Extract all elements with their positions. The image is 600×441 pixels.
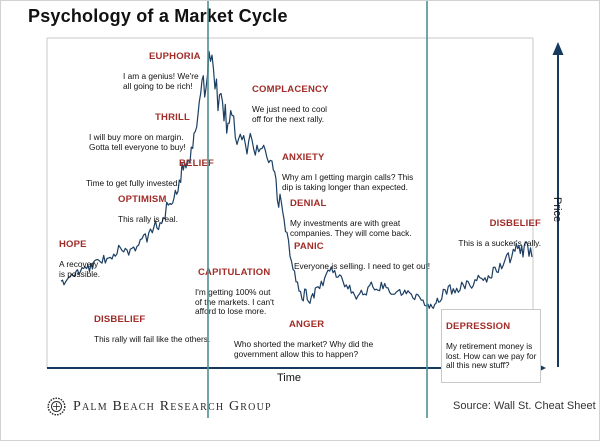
stage-capitulation-quote: I'm getting 100% out of the markets. I c… xyxy=(195,286,275,317)
stage-thrill-heading: THRILL xyxy=(155,111,190,123)
stage-disbelief-late: DISBELIEF This is a sucker's rally. xyxy=(449,209,541,258)
brand-name: Palm Beach Research Group xyxy=(73,398,272,414)
time-axis-label: Time xyxy=(276,372,302,384)
stage-complacency-heading: COMPLACENCY xyxy=(252,83,329,95)
stage-panic: PANIC Everyone is selling. I need to get… xyxy=(294,232,430,281)
stage-panic-quote: Everyone is selling. I need to get out! xyxy=(294,260,431,271)
page-title: Psychology of a Market Cycle xyxy=(28,6,288,26)
stage-belief-quote: Time to get fully invested. xyxy=(86,177,180,188)
stage-optimism-quote: This rally is real. xyxy=(118,213,178,224)
stage-optimism: OPTIMISM This rally is real. xyxy=(118,185,178,234)
stage-capitulation: CAPITULATION I'm getting 100% out of the… xyxy=(195,258,274,326)
source-credit: Source: Wall St. Cheat Sheet xyxy=(453,400,596,412)
stage-thrill-quote: I will buy more on margin. Gotta tell ev… xyxy=(89,131,186,152)
vertical-marker-line-right xyxy=(426,1,428,418)
stage-depression-heading: DEPRESSION xyxy=(446,320,511,332)
stage-disbelief-early: DISBELIEF This rally will fail like the … xyxy=(94,305,210,354)
stage-euphoria-quote: I am a genius! We're all going to be ric… xyxy=(123,70,199,91)
stage-anger-quote: Who shorted the market? Why did the gove… xyxy=(234,338,374,359)
stage-anger: ANGER Who shorted the market? Why did th… xyxy=(234,310,373,369)
stage-complacency: COMPLACENCY We just need to cool off for… xyxy=(252,75,329,134)
stage-belief-heading: BELIEF xyxy=(179,157,214,169)
stage-hope: HOPE A recovery is possible. xyxy=(59,230,100,289)
stage-anxiety-heading: ANXIETY xyxy=(282,151,325,163)
stage-disbelief-early-heading: DISBELIEF xyxy=(94,313,146,325)
stage-depression-quote: My retirement money is lost. How can we … xyxy=(446,340,537,371)
palm-beach-crest-icon xyxy=(47,397,66,416)
stage-disbelief-early-quote: This rally will fail like the others. xyxy=(94,333,211,344)
stage-thrill: THRILL I will buy more on margin. Gotta … xyxy=(89,103,190,162)
stage-euphoria-heading: EUPHORIA xyxy=(149,50,201,62)
stage-hope-heading: HOPE xyxy=(59,238,87,250)
stage-euphoria: EUPHORIA I am a genius! We're all going … xyxy=(123,42,201,101)
brand: Palm Beach Research Group xyxy=(47,397,272,416)
stage-optimism-heading: OPTIMISM xyxy=(118,193,167,205)
stage-disbelief-late-heading: DISBELIEF xyxy=(489,217,541,229)
stage-complacency-quote: We just need to cool off for the next ra… xyxy=(252,103,328,124)
stage-disbelief-late-quote: This is a sucker's rally. xyxy=(458,237,541,248)
price-axis-arrowhead xyxy=(552,42,564,55)
price-curve xyxy=(60,50,533,309)
stage-belief: BELIEF Time to get fully invested. xyxy=(86,149,214,198)
stage-anxiety-quote: Why am I getting margin calls? This dip … xyxy=(282,171,414,192)
stage-depression: DEPRESSION My retirement money is lost. … xyxy=(441,309,542,384)
stage-denial: DENIAL My investments are with great com… xyxy=(290,189,412,248)
vertical-marker-line-left xyxy=(207,1,209,418)
stage-anger-heading: ANGER xyxy=(289,318,325,330)
stage-denial-heading: DENIAL xyxy=(290,197,327,209)
footer: Palm Beach Research Group Source: Wall S… xyxy=(1,393,599,433)
stage-capitulation-heading: CAPITULATION xyxy=(198,266,271,278)
stage-hope-quote: A recovery is possible. xyxy=(59,258,101,279)
price-axis-label: Price xyxy=(551,197,563,223)
stage-denial-quote: My investments are with great companies.… xyxy=(290,217,412,238)
stage-panic-heading: PANIC xyxy=(294,240,324,252)
stage-anxiety: ANXIETY Why am I getting margin calls? T… xyxy=(282,143,413,202)
